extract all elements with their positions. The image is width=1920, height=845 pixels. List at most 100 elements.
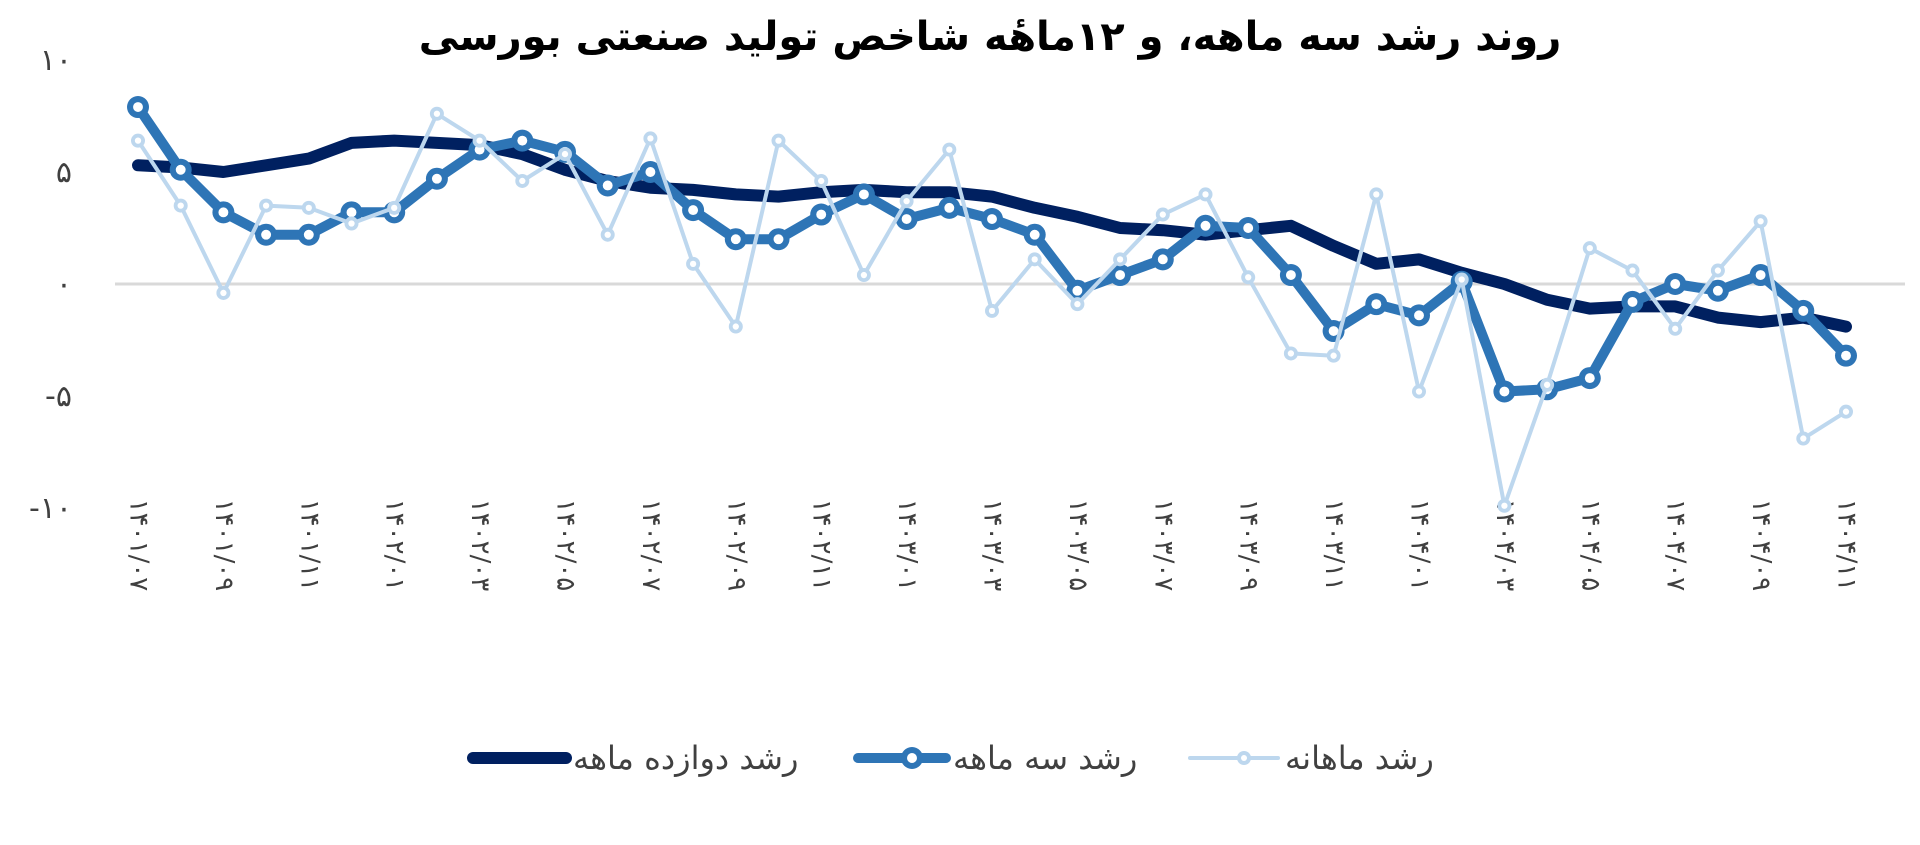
legend-label: رشد سه ماهه xyxy=(953,739,1137,777)
x-tick-label: ۱۴۰۳/۰۱ xyxy=(892,499,922,592)
data-point-center xyxy=(1159,211,1166,218)
data-point-center xyxy=(519,177,526,185)
data-point-center xyxy=(645,167,656,177)
data-point-center xyxy=(604,231,611,238)
x-tick-label: ۱۴۰۲/۰۷ xyxy=(636,499,666,592)
x-tick-label: ۱۴۰۲/۱۱ xyxy=(807,499,837,592)
data-point-center xyxy=(1543,381,1551,388)
data-point-center xyxy=(261,229,272,240)
legend-swatch-marker-center xyxy=(907,753,917,763)
data-point-center xyxy=(689,260,697,267)
data-point-center xyxy=(818,177,825,185)
data-point-center xyxy=(433,110,441,117)
data-point-center xyxy=(134,137,142,144)
x-tick-label: ۱۴۰۲/۰۹ xyxy=(721,499,751,592)
legend-item: رشد دوازده ماهه xyxy=(467,739,798,777)
data-point-center xyxy=(1116,256,1124,263)
x-tick-label: ۱۴۰۴/۰۱ xyxy=(1405,499,1435,592)
data-point-center xyxy=(1414,310,1424,321)
data-point-center xyxy=(476,137,483,144)
data-point-center xyxy=(348,220,355,227)
legend-label: رشد دوازده ماهه xyxy=(573,739,798,777)
data-point-center xyxy=(1501,502,1508,509)
data-point-center xyxy=(1458,276,1465,283)
data-point-center xyxy=(1115,270,1126,280)
data-point-center xyxy=(561,150,569,158)
data-point-center xyxy=(175,164,186,175)
data-point-center xyxy=(987,214,997,224)
data-point-center xyxy=(688,205,699,216)
data-point-center xyxy=(1373,191,1380,198)
x-tick-label: ۱۴۰۴/۰۳ xyxy=(1490,499,1520,592)
data-point-center xyxy=(1584,373,1595,384)
data-point-center xyxy=(988,307,996,315)
data-point-center xyxy=(1285,270,1296,280)
y-tick-label: -۱۰ xyxy=(29,491,72,526)
legend-swatch-marker-center xyxy=(1241,755,1247,761)
data-point-center xyxy=(1672,325,1679,332)
x-tick-label: ۱۴۰۲/۰۵ xyxy=(551,499,581,592)
data-point-center xyxy=(305,204,312,211)
data-point-center xyxy=(901,214,912,224)
y-tick-label: ۱۰ xyxy=(40,43,72,78)
data-point-center xyxy=(177,202,184,209)
legend: رشد ماهانه رشد سه ماهه رشد دوازده ماهه xyxy=(467,739,1434,777)
data-point-center xyxy=(1841,350,1851,361)
data-point-center xyxy=(346,207,357,218)
data-point-center xyxy=(1714,267,1722,274)
data-point-center xyxy=(1755,270,1766,280)
data-point-center xyxy=(775,137,782,144)
data-point-center xyxy=(1330,352,1337,359)
x-tick-label: ۱۴۰۳/۰۹ xyxy=(1234,499,1264,592)
data-point-center xyxy=(517,135,528,146)
data-point-center xyxy=(858,189,869,200)
data-point-center xyxy=(773,234,784,245)
data-point-center xyxy=(1202,191,1209,198)
x-tick-label: ۱۴۰۳/۰۷ xyxy=(1148,499,1178,592)
data-point-center xyxy=(1798,305,1809,316)
data-point-center xyxy=(1757,218,1764,225)
data-point-center xyxy=(602,180,613,191)
x-tick-label: ۱۴۰۱/۰۷ xyxy=(124,499,154,592)
data-point-center xyxy=(944,202,955,213)
data-point-center xyxy=(1245,274,1252,281)
x-tick-label: ۱۴۰۴/۰۷ xyxy=(1661,499,1691,592)
series-three-month xyxy=(127,96,1857,403)
chart-title: روند رشد سه ماهه، و ۱۲ماهٔه شاخص تولید ص… xyxy=(419,14,1561,60)
data-point-center xyxy=(1842,408,1850,415)
data-point-center xyxy=(218,207,229,218)
x-tick-label: ۱۴۰۱/۰۹ xyxy=(209,499,239,592)
legend-item: رشد سه ماهه xyxy=(853,739,1137,777)
data-point-center xyxy=(816,209,827,220)
x-tick-label: ۱۴۰۴/۰۹ xyxy=(1746,499,1776,592)
data-point-center xyxy=(647,135,654,142)
data-point-center xyxy=(431,173,442,184)
y-tick-label: ۰ xyxy=(56,267,72,302)
x-tick-label: ۱۴۰۴/۱۱ xyxy=(1832,499,1862,592)
data-point-center xyxy=(1287,350,1295,357)
y-tick-label: ۵ xyxy=(56,155,72,190)
series-monthly xyxy=(131,106,1853,513)
y-axis-ticks: ۱۰ ۵ ۰ -۵ -۱۰ xyxy=(29,43,72,526)
data-point-center xyxy=(732,323,739,330)
data-point-center xyxy=(1072,285,1083,296)
data-point-center xyxy=(1243,223,1254,233)
x-tick-label: ۱۴۰۳/۰۵ xyxy=(1063,499,1093,592)
data-point-center xyxy=(1629,267,1636,274)
data-point-center xyxy=(133,102,143,112)
data-point-center xyxy=(860,271,868,279)
data-point-center xyxy=(1074,301,1081,308)
data-point-center xyxy=(262,202,270,209)
data-point-center xyxy=(1157,254,1168,265)
data-point-center xyxy=(1031,256,1038,263)
series-twelve-month xyxy=(132,134,1852,333)
data-point-center xyxy=(730,234,741,245)
x-tick-label: ۱۴۰۲/۰۱ xyxy=(380,499,410,592)
data-point-center xyxy=(303,229,314,240)
x-axis-ticks: ۱۴۰۱/۰۷ ۱۴۰۱/۰۹ ۱۴۰۱/۱۱ ۱۴۰۲/۰۱ ۱۴۰۲/۰۳ ۱۴۰۲/… xyxy=(124,499,1862,592)
data-point-center xyxy=(1712,285,1723,296)
series-layer xyxy=(127,96,1857,513)
data-point-center xyxy=(903,197,910,205)
data-point-center xyxy=(1800,435,1807,442)
